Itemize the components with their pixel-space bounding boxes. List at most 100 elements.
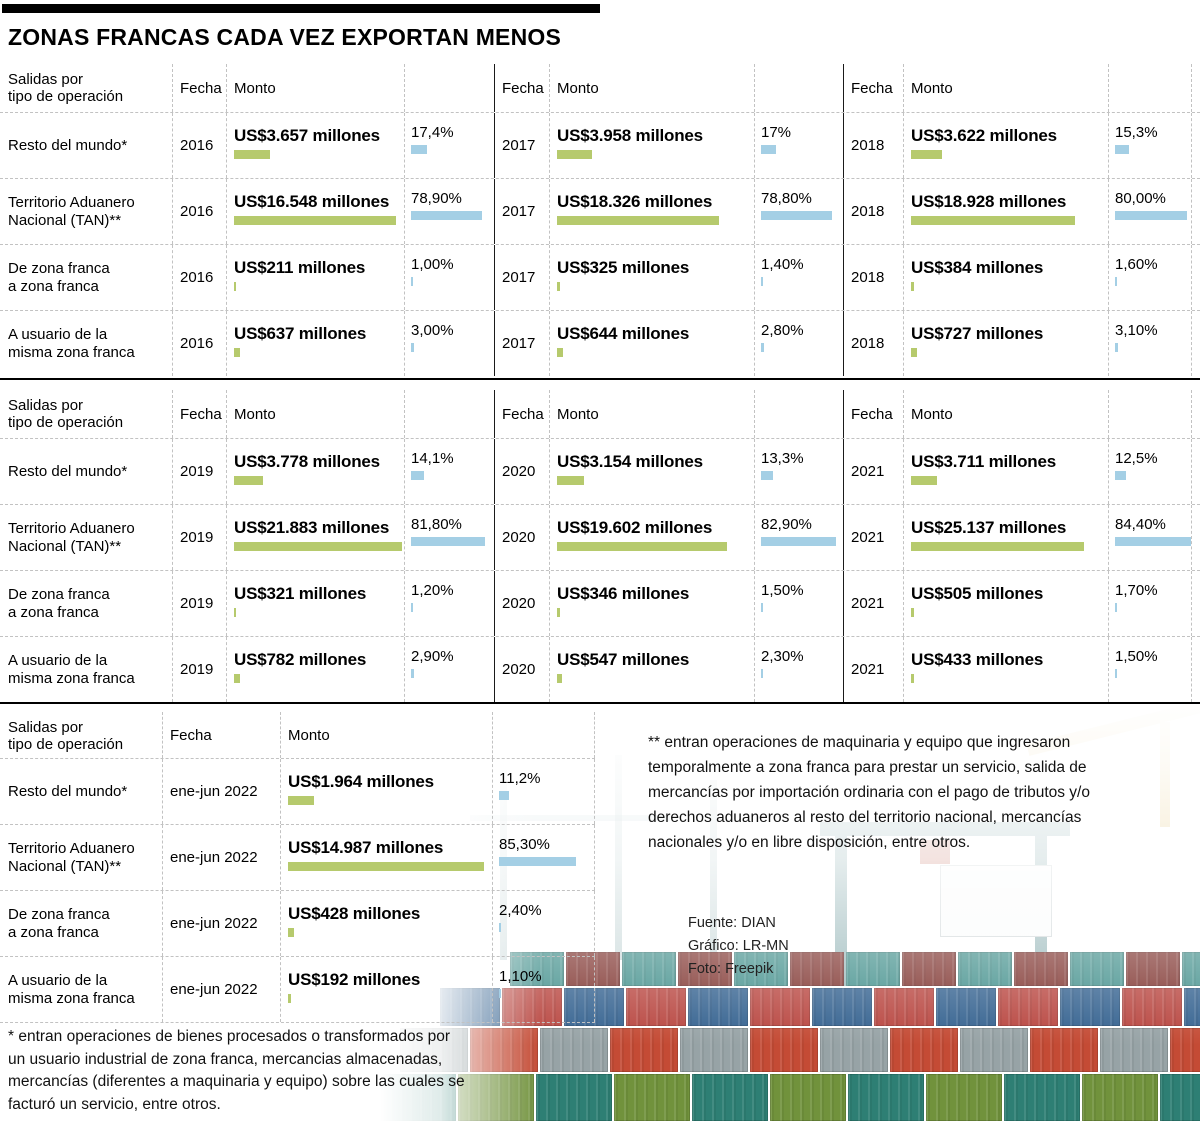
fecha-value: 2021: [843, 637, 903, 702]
category-label: De zona franca a zona franca: [0, 245, 172, 310]
pct-value: 1,50%: [1115, 648, 1158, 665]
fecha-value: 2020: [494, 637, 549, 702]
fecha-value-text: 2016: [180, 335, 214, 352]
fecha-value: 2018: [843, 245, 903, 310]
monto-cell: US$505 millones: [903, 571, 1108, 636]
fecha-value: 2018: [843, 179, 903, 244]
monto-header-text: Monto: [911, 405, 953, 423]
monto-value: US$547 millones: [557, 650, 690, 669]
pct-bar: [1115, 602, 1117, 612]
category-label-text: Resto del mundo*: [8, 462, 128, 480]
category-label: A usuario de la misma zona franca: [0, 957, 162, 1022]
section-divider: [0, 378, 1200, 380]
monto-bar: [911, 608, 914, 617]
fecha-header: Fecha: [843, 64, 903, 112]
category-label: De zona franca a zona franca: [0, 891, 162, 956]
monto-cell: US$325 millones: [549, 245, 754, 310]
pct-value: 82,90%: [761, 516, 812, 533]
table-row: De zona franca a zona franca ene-jun 2022…: [0, 890, 595, 956]
monto-header-text: Monto: [234, 405, 276, 423]
pct-bar: [761, 602, 763, 612]
monto-cell: US$16.548 millones: [226, 179, 404, 244]
fecha-value-text: 2019: [180, 595, 214, 612]
pct-bar: [761, 210, 832, 220]
fecha-value-text: 2016: [180, 203, 214, 220]
pct-cell: 85,30%: [492, 825, 595, 890]
title-rule: [2, 4, 600, 13]
fecha-value-text: 2019: [180, 661, 214, 678]
monto-bar: [557, 674, 562, 683]
monto-cell: US$384 millones: [903, 245, 1108, 310]
monto-value: US$21.883 millones: [234, 518, 390, 537]
pct-bar: [1115, 276, 1117, 286]
fecha-value: 2019: [172, 571, 226, 636]
fecha-value: 2018: [843, 113, 903, 178]
fecha-value-text: 2018: [851, 269, 885, 286]
pct-cell: 2,40%: [492, 891, 595, 956]
table-header-row: Salidas por tipo de operación Fecha Monto F…: [0, 390, 1200, 438]
fecha-value: 2021: [843, 439, 903, 504]
section-2016-2018: Salidas por tipo de operación Fecha Monto F…: [0, 64, 1200, 376]
fecha-value-text: 2020: [502, 529, 536, 546]
fecha-value-text: ene-jun 2022: [170, 981, 258, 998]
pct-value: 2,30%: [761, 648, 804, 665]
monto-header: Monto: [903, 390, 1108, 438]
monto-cell: US$3.711 millones: [903, 439, 1108, 504]
pct-value: 85,30%: [499, 836, 550, 853]
category-label-text: De zona franca a zona franca: [8, 586, 110, 621]
fecha-header-text: Fecha: [851, 405, 893, 423]
fecha-value-text: 2020: [502, 595, 536, 612]
fecha-value-text: 2020: [502, 661, 536, 678]
monto-value: US$325 millones: [557, 258, 690, 277]
pct-cell: 1,40%: [754, 245, 843, 310]
monto-value: US$346 millones: [557, 584, 690, 603]
monto-bar: [234, 150, 270, 159]
fecha-header: Fecha: [843, 390, 903, 438]
monto-bar: [911, 542, 1084, 551]
pct-value: 15,3%: [1115, 124, 1158, 141]
pct-bar: [499, 988, 501, 998]
pct-header: [404, 64, 494, 112]
monto-value: US$505 millones: [911, 584, 1044, 603]
monto-header-text: Monto: [557, 79, 599, 97]
monto-value: US$3.154 millones: [557, 452, 703, 471]
table-header-row: Salidas por tipo de operación Fecha Monto: [0, 712, 595, 758]
table-header-row: Salidas por tipo de operación Fecha Monto F…: [0, 64, 1200, 112]
pct-bar: [1115, 210, 1187, 220]
row-header-text: Salidas por tipo de operación: [8, 397, 124, 432]
pct-value: 1,60%: [1115, 256, 1158, 273]
page-title: ZONAS FRANCAS CADA VEZ EXPORTAN MENOS: [8, 24, 562, 50]
pct-cell: 11,2%: [492, 759, 595, 824]
category-label: De zona franca a zona franca: [0, 571, 172, 636]
monto-value: US$321 millones: [234, 584, 367, 603]
monto-header-text: Monto: [234, 79, 276, 97]
pct-cell: 78,90%: [404, 179, 494, 244]
monto-header-text: Monto: [911, 79, 953, 97]
pct-cell: 2,80%: [754, 311, 843, 376]
monto-cell: US$14.987 millones: [280, 825, 492, 890]
pct-bar: [499, 856, 576, 866]
category-label-text: De zona franca a zona franca: [8, 906, 110, 941]
pct-header: [1108, 64, 1192, 112]
pct-value: 80,00%: [1115, 190, 1166, 207]
table-row: Resto del mundo* ene-jun 2022 US$1.964 mil…: [0, 758, 595, 824]
pct-bar: [761, 668, 763, 678]
monto-cell: US$547 millones: [549, 637, 754, 702]
pct-cell: 1,50%: [754, 571, 843, 636]
pct-value: 84,40%: [1115, 516, 1166, 533]
pct-bar: [411, 210, 482, 220]
pct-header: [1108, 390, 1192, 438]
pct-cell: 2,30%: [754, 637, 843, 702]
monto-value: US$14.987 millones: [288, 838, 444, 857]
fecha-value-text: 2016: [180, 269, 214, 286]
pct-cell: 1,10%: [492, 957, 595, 1022]
monto-bar: [557, 542, 727, 551]
category-label: A usuario de la misma zona franca: [0, 637, 172, 702]
monto-cell: US$1.964 millones: [280, 759, 492, 824]
pct-value: 2,80%: [761, 322, 804, 339]
pct-bar: [499, 922, 501, 932]
monto-cell: US$18.928 millones: [903, 179, 1108, 244]
fecha-value-text: 2019: [180, 463, 214, 480]
monto-value: US$19.602 millones: [557, 518, 713, 537]
pct-value: 1,70%: [1115, 582, 1158, 599]
